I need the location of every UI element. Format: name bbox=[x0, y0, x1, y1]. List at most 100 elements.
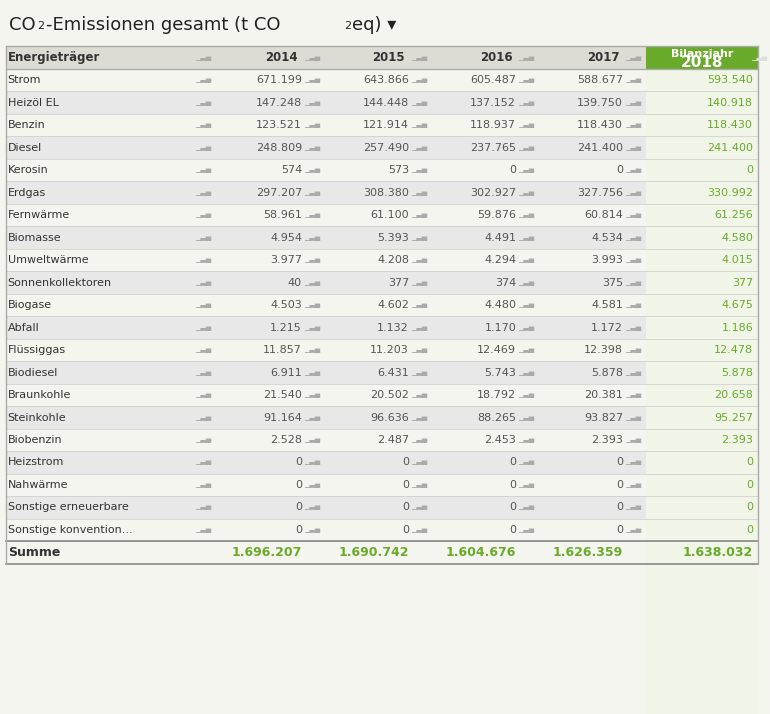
Text: 308.380: 308.380 bbox=[363, 188, 409, 198]
Text: ▁▃▅: ▁▃▅ bbox=[518, 392, 534, 398]
Bar bbox=[646, 496, 758, 518]
Text: ▁▃▅: ▁▃▅ bbox=[304, 302, 320, 308]
Text: ▁▃▅: ▁▃▅ bbox=[304, 370, 320, 376]
Text: ▁▃▅: ▁▃▅ bbox=[625, 145, 641, 151]
Text: 0: 0 bbox=[402, 458, 409, 468]
Text: 93.827: 93.827 bbox=[584, 413, 623, 423]
Text: 4.208: 4.208 bbox=[377, 255, 409, 265]
Text: ▁▃▅: ▁▃▅ bbox=[518, 100, 534, 106]
Bar bbox=[6, 496, 646, 518]
Text: 12.478: 12.478 bbox=[714, 345, 753, 355]
Text: 2014: 2014 bbox=[266, 51, 298, 64]
Text: ▁▃▅: ▁▃▅ bbox=[195, 527, 211, 533]
Text: 61.256: 61.256 bbox=[715, 210, 753, 220]
Text: 4.534: 4.534 bbox=[591, 233, 623, 243]
Text: 2.453: 2.453 bbox=[484, 435, 516, 445]
Text: ▁▃▅: ▁▃▅ bbox=[411, 235, 427, 241]
Text: 0: 0 bbox=[746, 165, 753, 175]
Text: 2017: 2017 bbox=[587, 51, 619, 64]
Text: eq) ▾: eq) ▾ bbox=[352, 16, 396, 34]
Bar bbox=[646, 294, 758, 316]
Bar bbox=[6, 451, 646, 474]
Text: 2015: 2015 bbox=[373, 51, 405, 64]
Bar bbox=[6, 204, 646, 226]
Text: 12.469: 12.469 bbox=[477, 345, 516, 355]
Text: ▁▃▅: ▁▃▅ bbox=[411, 212, 427, 218]
Text: Heizöl EL: Heizöl EL bbox=[8, 98, 59, 108]
Text: ▁▃▅: ▁▃▅ bbox=[195, 505, 211, 511]
Bar bbox=[6, 249, 646, 271]
Text: 241.400: 241.400 bbox=[707, 143, 753, 153]
Text: ▁▃▅: ▁▃▅ bbox=[518, 212, 534, 218]
Text: ▁▃▅: ▁▃▅ bbox=[411, 280, 427, 286]
Text: 11.857: 11.857 bbox=[263, 345, 302, 355]
Text: ▁▃▅: ▁▃▅ bbox=[625, 235, 641, 241]
Text: ▁▃▅: ▁▃▅ bbox=[518, 482, 534, 488]
Text: 248.809: 248.809 bbox=[256, 143, 302, 153]
Text: 20.381: 20.381 bbox=[584, 390, 623, 400]
Text: ▁▃▅: ▁▃▅ bbox=[518, 437, 534, 443]
Bar bbox=[6, 69, 646, 91]
Text: 0: 0 bbox=[295, 525, 302, 535]
Text: 140.918: 140.918 bbox=[707, 98, 753, 108]
Text: ▁▃▅: ▁▃▅ bbox=[518, 280, 534, 286]
Text: 593.540: 593.540 bbox=[708, 75, 753, 85]
Text: ▁▃▅: ▁▃▅ bbox=[625, 122, 641, 128]
Text: ▁▃▅: ▁▃▅ bbox=[518, 505, 534, 511]
Text: 237.765: 237.765 bbox=[470, 143, 516, 153]
Bar bbox=[646, 361, 758, 384]
Text: 5.393: 5.393 bbox=[377, 233, 409, 243]
Text: ▁▃▅: ▁▃▅ bbox=[195, 347, 211, 353]
Text: ▁▃▅: ▁▃▅ bbox=[195, 235, 211, 241]
Text: 4.581: 4.581 bbox=[591, 300, 623, 310]
Text: 0: 0 bbox=[402, 480, 409, 490]
Text: 4.675: 4.675 bbox=[721, 300, 753, 310]
Text: Sonstige konvention...: Sonstige konvention... bbox=[8, 525, 132, 535]
Text: Braunkohle: Braunkohle bbox=[8, 390, 71, 400]
Text: ▁▃▅: ▁▃▅ bbox=[625, 392, 641, 398]
Text: ▁▃▅: ▁▃▅ bbox=[304, 100, 320, 106]
Text: ▁▃▅: ▁▃▅ bbox=[625, 415, 641, 421]
Text: ▁▃▅: ▁▃▅ bbox=[195, 55, 211, 61]
Text: Flüssiggas: Flüssiggas bbox=[8, 345, 65, 355]
Text: ▁▃▅: ▁▃▅ bbox=[303, 55, 320, 61]
Text: ▁▃▅: ▁▃▅ bbox=[304, 167, 320, 173]
Text: 0: 0 bbox=[509, 525, 516, 535]
Bar bbox=[646, 406, 758, 428]
Text: ▁▃▅: ▁▃▅ bbox=[195, 482, 211, 488]
Bar bbox=[646, 518, 758, 541]
Text: 1.604.676: 1.604.676 bbox=[446, 546, 516, 559]
Text: 0: 0 bbox=[295, 503, 302, 513]
Text: ▁▃▅: ▁▃▅ bbox=[195, 370, 211, 376]
Text: ▁▃▅: ▁▃▅ bbox=[195, 415, 211, 421]
Text: 302.927: 302.927 bbox=[470, 188, 516, 198]
Bar bbox=[6, 226, 646, 249]
Text: ▁▃▅: ▁▃▅ bbox=[304, 460, 320, 466]
Text: 2016: 2016 bbox=[480, 51, 512, 64]
Text: ▁▃▅: ▁▃▅ bbox=[304, 257, 320, 263]
Text: Biobenzin: Biobenzin bbox=[8, 435, 62, 445]
Bar bbox=[646, 69, 758, 91]
Text: ▁▃▅: ▁▃▅ bbox=[195, 145, 211, 151]
Text: Umweltwärme: Umweltwärme bbox=[8, 255, 89, 265]
Text: Steinkohle: Steinkohle bbox=[8, 413, 66, 423]
Text: 4.954: 4.954 bbox=[270, 233, 302, 243]
Text: 257.490: 257.490 bbox=[363, 143, 409, 153]
Text: 5.878: 5.878 bbox=[721, 368, 753, 378]
Bar bbox=[646, 226, 758, 249]
Text: 147.248: 147.248 bbox=[256, 98, 302, 108]
Text: 574: 574 bbox=[281, 165, 302, 175]
Text: 144.448: 144.448 bbox=[363, 98, 409, 108]
Text: ▁▃▅: ▁▃▅ bbox=[411, 302, 427, 308]
Text: 91.164: 91.164 bbox=[263, 413, 302, 423]
Text: ▁▃▅: ▁▃▅ bbox=[195, 257, 211, 263]
Text: 1.170: 1.170 bbox=[484, 323, 516, 333]
Text: ▁▃▅: ▁▃▅ bbox=[411, 100, 427, 106]
Text: Summe: Summe bbox=[8, 546, 60, 559]
Text: ▁▃▅: ▁▃▅ bbox=[195, 122, 211, 128]
Text: 4.503: 4.503 bbox=[270, 300, 302, 310]
Text: 4.294: 4.294 bbox=[484, 255, 516, 265]
Text: Bilanzjahr: Bilanzjahr bbox=[671, 49, 734, 59]
Text: 96.636: 96.636 bbox=[370, 413, 409, 423]
Text: ▁▃▅: ▁▃▅ bbox=[411, 392, 427, 398]
